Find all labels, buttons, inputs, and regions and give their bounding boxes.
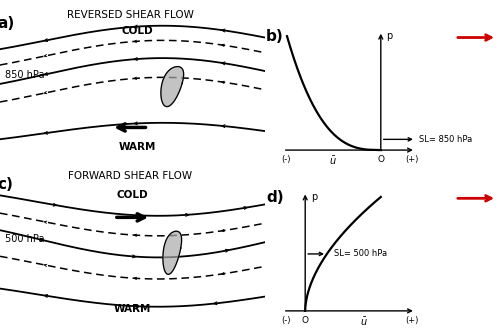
Text: (+): (+): [405, 155, 418, 164]
Text: a): a): [0, 16, 14, 31]
Text: SL= 500 hPa: SL= 500 hPa: [334, 250, 387, 258]
Text: O: O: [378, 155, 384, 164]
Text: 850 hPa: 850 hPa: [6, 70, 45, 80]
Text: d): d): [266, 190, 283, 205]
Text: (-): (-): [281, 155, 290, 164]
Text: (-): (-): [281, 316, 290, 325]
Polygon shape: [163, 231, 182, 274]
Text: 500 hPa: 500 hPa: [6, 234, 45, 244]
Text: WARM: WARM: [119, 142, 156, 152]
Text: (+): (+): [405, 316, 418, 325]
Text: p: p: [386, 31, 392, 41]
Text: c): c): [0, 177, 13, 192]
Text: COLD: COLD: [116, 190, 148, 200]
Text: $\bar{u}$: $\bar{u}$: [360, 316, 368, 328]
Text: b): b): [266, 29, 284, 45]
Polygon shape: [161, 67, 184, 107]
Text: SL= 850 hPa: SL= 850 hPa: [418, 135, 472, 144]
Text: REVERSED SHEAR FLOW: REVERSED SHEAR FLOW: [66, 10, 194, 20]
Text: COLD: COLD: [122, 26, 154, 36]
Text: O: O: [302, 316, 308, 325]
Text: $\bar{u}$: $\bar{u}$: [330, 155, 337, 168]
Text: WARM: WARM: [114, 305, 151, 315]
Text: FORWARD SHEAR FLOW: FORWARD SHEAR FLOW: [68, 171, 192, 181]
Text: p: p: [311, 192, 317, 202]
